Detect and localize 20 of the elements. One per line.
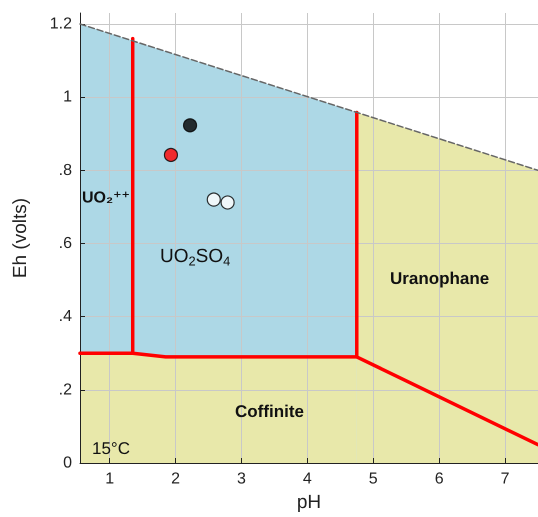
x-axis-title: pH [296, 492, 322, 513]
x-tick-label: 1 [105, 470, 114, 488]
y-axis-title: Eh (volts) [10, 198, 31, 278]
x-tick-label: 2 [171, 470, 180, 488]
y-tick-label: .6 [58, 234, 72, 252]
x-tick-label: 6 [434, 470, 444, 488]
x-tick-label: 5 [368, 470, 378, 488]
y-tick-label: 1.2 [50, 15, 72, 32]
x-tick-label: 4 [302, 470, 312, 488]
y-tick-label: .2 [58, 381, 72, 398]
y-tick-label: 0 [63, 454, 72, 472]
annotation: 15°C [92, 439, 130, 458]
y-tick-label: 1 [63, 88, 72, 106]
y-tick-label: .8 [58, 162, 72, 179]
x-tick-label: 3 [237, 470, 246, 488]
x-tick-label: 7 [500, 470, 510, 488]
y-tick-label: .4 [58, 308, 72, 326]
annotation: UO₂⁺⁺ [82, 190, 130, 206]
annotation: Uranophane [390, 269, 490, 288]
annotation: Coffinite [235, 402, 304, 421]
